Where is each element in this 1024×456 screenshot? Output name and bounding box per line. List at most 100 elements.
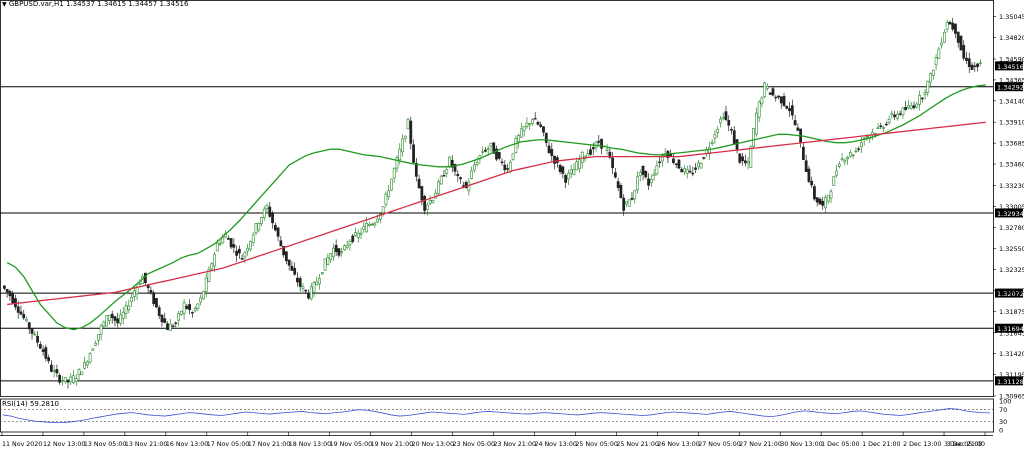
candle-body bbox=[851, 154, 855, 156]
candle-body bbox=[788, 108, 791, 112]
candle-body bbox=[484, 149, 487, 152]
candle-body bbox=[152, 292, 156, 305]
y-tick-label: 1.31875 bbox=[999, 308, 1024, 316]
candle-body bbox=[630, 197, 634, 200]
x-tick-label: 13 Nov 21:00 bbox=[125, 441, 167, 448]
x-tick-label: 3 Dec 21:00 bbox=[947, 441, 985, 448]
candle-body bbox=[273, 224, 277, 231]
candle-body bbox=[826, 195, 830, 202]
candle-body bbox=[589, 149, 592, 155]
y-tick-label: 1.33910 bbox=[999, 119, 1024, 127]
level-price-tag bbox=[995, 82, 1023, 92]
candle-body bbox=[948, 21, 952, 25]
candle-body bbox=[508, 161, 512, 172]
candle-body bbox=[536, 121, 540, 125]
candle-body bbox=[680, 169, 684, 173]
candle-body bbox=[221, 237, 225, 244]
candle-body bbox=[909, 105, 913, 109]
candle-body bbox=[782, 96, 786, 106]
candle-body bbox=[929, 73, 932, 83]
candle-body bbox=[625, 201, 628, 205]
candle-body bbox=[177, 313, 180, 321]
candle-body bbox=[691, 172, 695, 175]
candle-body bbox=[876, 127, 880, 129]
candle-body bbox=[94, 342, 97, 346]
candle-body bbox=[497, 152, 501, 159]
candle-body bbox=[61, 380, 64, 382]
candle-body bbox=[155, 298, 158, 308]
candle-body bbox=[334, 245, 338, 252]
candle-body bbox=[467, 181, 471, 192]
candle-body bbox=[898, 113, 902, 115]
candle-body bbox=[976, 63, 979, 68]
candle-body bbox=[249, 240, 252, 250]
level-price-label: 1.32934 bbox=[997, 210, 1024, 218]
candle-body bbox=[533, 118, 537, 120]
candle-body bbox=[760, 97, 764, 105]
candle-body bbox=[837, 163, 841, 167]
candle-body bbox=[33, 333, 37, 336]
rsi-axis-label: 100 bbox=[999, 398, 1011, 406]
x-tick-label: 11 Nov 2020 bbox=[2, 441, 42, 448]
candle-body bbox=[511, 153, 515, 160]
candle-body bbox=[351, 235, 355, 242]
symbol-info: GBPUSD.var,H1 1.34537 1.34615 1.34457 1.… bbox=[8, 0, 189, 8]
x-tick-label: 25 Nov 05:00 bbox=[575, 441, 617, 448]
y-tick-label: 1.34590 bbox=[999, 55, 1024, 63]
candle-body bbox=[110, 313, 114, 319]
dropdown-arrow-icon[interactable]: ▼ bbox=[2, 1, 7, 8]
candle-body bbox=[647, 178, 650, 186]
candle-body bbox=[727, 120, 731, 126]
candle-body bbox=[522, 126, 526, 132]
candle-body bbox=[470, 170, 474, 179]
candle-body bbox=[519, 128, 523, 138]
y-tick-label: 1.30965 bbox=[999, 393, 1024, 401]
x-tick-label: 16 Nov 13:00 bbox=[166, 441, 208, 448]
y-tick-label: 1.33460 bbox=[999, 161, 1024, 169]
candle-body bbox=[461, 185, 465, 187]
candle-body bbox=[63, 376, 67, 382]
candle-body bbox=[854, 150, 858, 153]
y-tick-label: 1.33230 bbox=[999, 182, 1024, 190]
candle-body bbox=[956, 31, 960, 43]
candle-body bbox=[699, 162, 703, 169]
candle-body bbox=[962, 45, 966, 59]
candle-body bbox=[44, 347, 48, 359]
candle-body bbox=[149, 290, 153, 293]
candle-body bbox=[185, 305, 189, 309]
candle-body bbox=[796, 127, 800, 131]
candle-body bbox=[613, 172, 617, 178]
candle-body bbox=[210, 263, 214, 270]
candle-body bbox=[80, 371, 84, 376]
candle-body bbox=[19, 311, 23, 315]
candle-body bbox=[472, 164, 476, 171]
rsi-axis-label: 30 bbox=[999, 418, 1007, 426]
candle-body bbox=[442, 175, 446, 177]
candle-body bbox=[915, 103, 919, 108]
candle-body bbox=[108, 314, 111, 322]
candle-body bbox=[401, 138, 404, 153]
candle-body bbox=[431, 200, 435, 203]
candle-body bbox=[978, 62, 982, 64]
candle-body bbox=[47, 357, 50, 362]
candle-body bbox=[973, 65, 977, 67]
candle-body bbox=[163, 318, 167, 323]
candle-body bbox=[835, 170, 838, 176]
y-tick-label: 1.33685 bbox=[999, 140, 1024, 148]
candle-body bbox=[121, 311, 125, 319]
level-price-tag bbox=[995, 208, 1023, 218]
rsi-axis-label: 70 bbox=[999, 406, 1007, 414]
candle-body bbox=[22, 314, 26, 319]
candle-body bbox=[766, 86, 769, 89]
level-price-label: 1.32072 bbox=[997, 290, 1024, 298]
candle-body bbox=[500, 161, 504, 163]
candle-body bbox=[243, 252, 247, 258]
candle-body bbox=[168, 324, 172, 331]
candle-body bbox=[240, 258, 244, 260]
candle-body bbox=[409, 120, 413, 144]
candle-body bbox=[771, 88, 775, 96]
candle-body bbox=[821, 200, 825, 206]
candle-body bbox=[937, 48, 941, 59]
